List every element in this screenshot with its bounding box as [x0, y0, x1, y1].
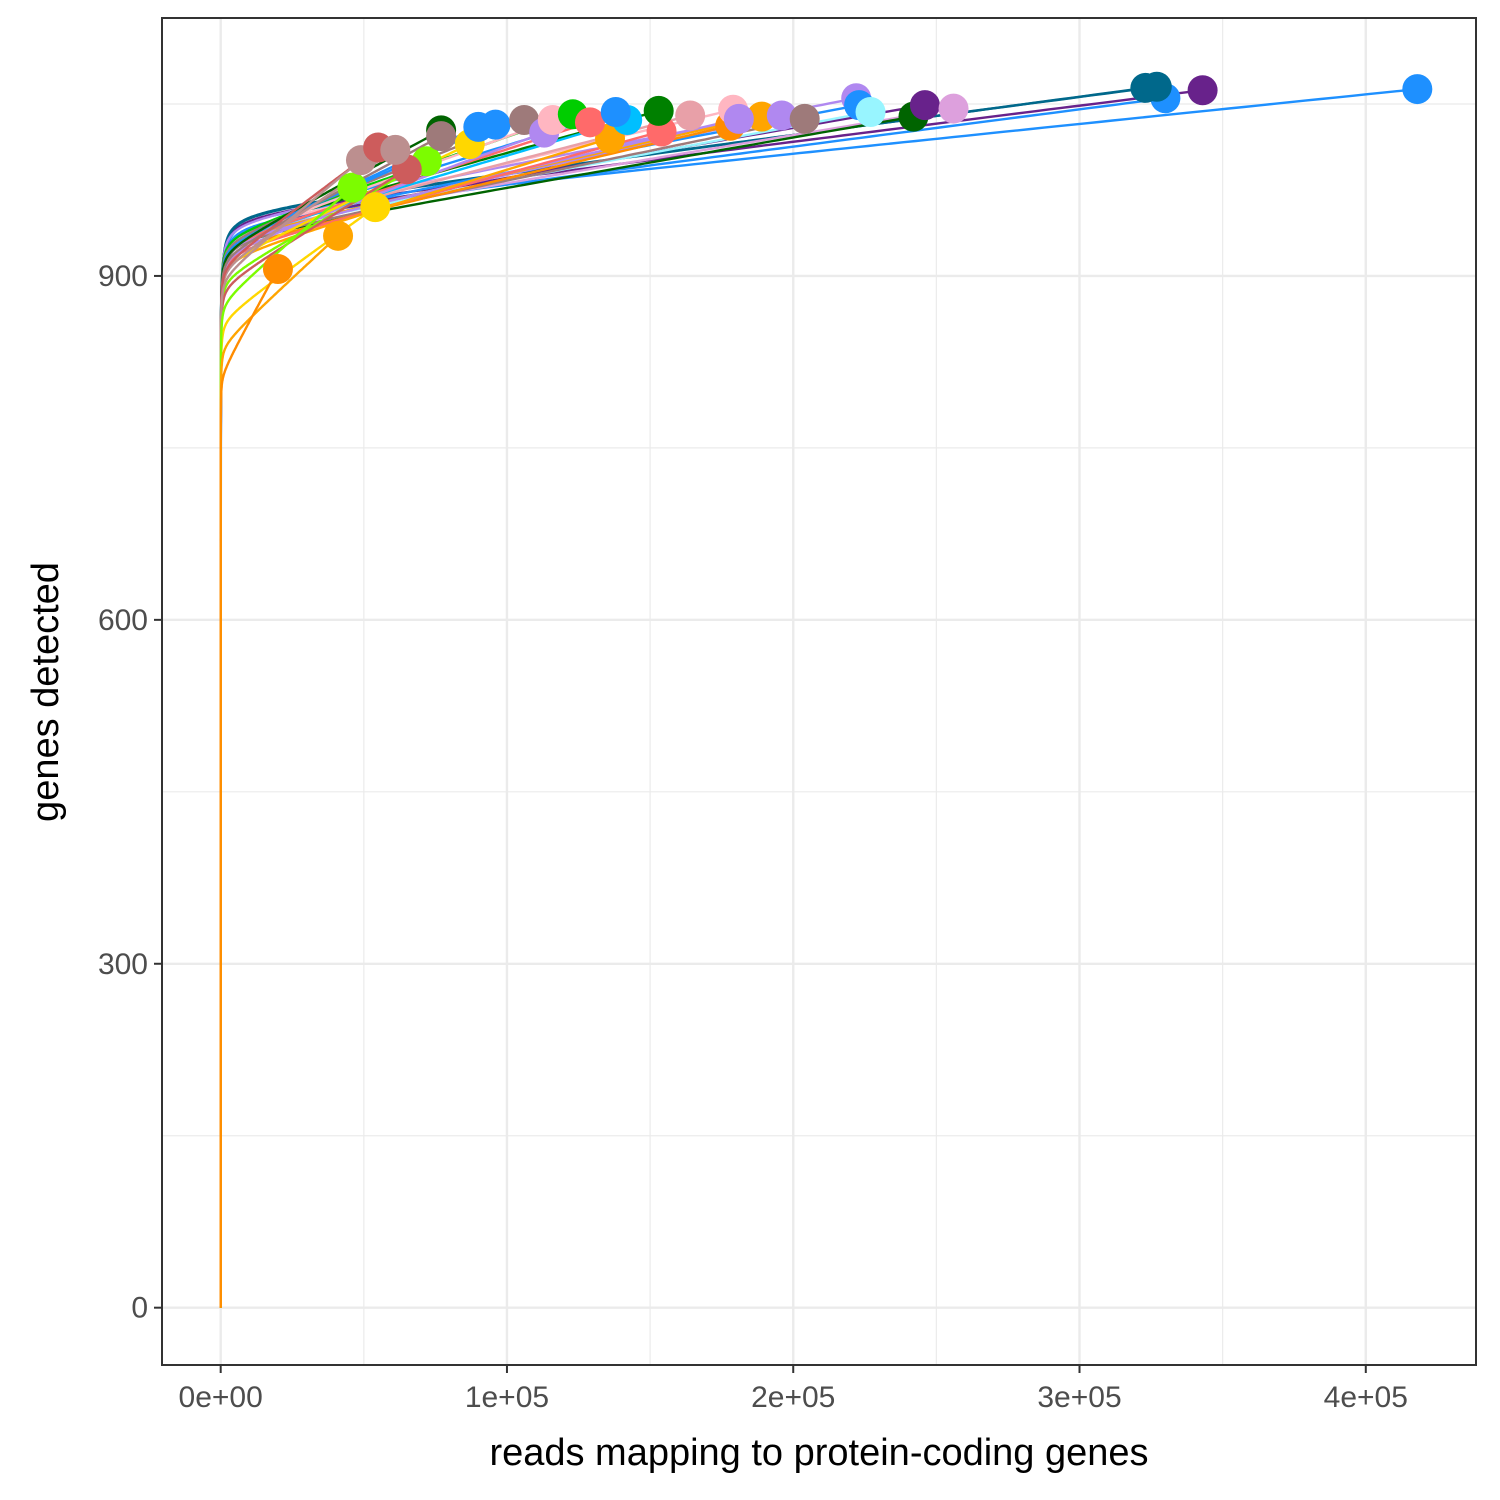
series-endpoint — [789, 103, 820, 134]
series-curve — [219, 234, 339, 1308]
series-endpoint — [574, 107, 605, 138]
series-curve — [219, 168, 408, 1308]
x-axis-ticks: 0e+00 1e+05 2e+05 3e+05 4e+05 — [179, 1365, 1408, 1414]
series-points — [262, 71, 1433, 285]
series-curve — [219, 186, 354, 1308]
series-endpoint — [643, 95, 674, 126]
x-tick-label: 0e+00 — [179, 1381, 263, 1414]
x-tick-label: 2e+05 — [751, 1381, 835, 1414]
panel-background — [162, 18, 1476, 1365]
x-tick-label: 3e+05 — [1037, 1381, 1121, 1414]
y-axis-ticks: 0 300 600 900 — [98, 260, 162, 1325]
y-tick-label: 900 — [98, 260, 148, 293]
series-endpoint — [1402, 74, 1433, 105]
series-endpoint — [262, 254, 293, 285]
series-curve — [219, 206, 376, 1308]
series-endpoint — [1141, 71, 1172, 102]
series-endpoint — [766, 100, 797, 131]
series-endpoint — [600, 97, 631, 128]
series-curve — [219, 146, 379, 1308]
series-curves — [219, 85, 1418, 1308]
series-endpoint — [360, 192, 391, 223]
series-endpoint — [909, 90, 940, 121]
series-endpoint — [675, 100, 706, 131]
series-endpoint — [380, 134, 411, 165]
x-tick-label: 1e+05 — [465, 1381, 549, 1414]
y-tick-label: 0 — [131, 1292, 148, 1325]
series-endpoint — [323, 220, 354, 251]
grid-lines — [162, 18, 1476, 1365]
series-endpoint — [426, 121, 457, 152]
series-endpoint — [337, 172, 368, 203]
series-curve — [219, 89, 1203, 1308]
panel-border — [161, 17, 1477, 1366]
y-tick-label: 300 — [98, 948, 148, 981]
series-endpoint — [480, 109, 511, 140]
y-tick-label: 600 — [98, 604, 148, 637]
series-endpoint — [855, 97, 886, 128]
y-axis-title: genes detected — [25, 562, 67, 822]
x-tick-label: 4e+05 — [1324, 1381, 1408, 1414]
x-axis-title: reads mapping to protein-coding genes — [489, 1432, 1148, 1474]
series-curve — [219, 268, 279, 1308]
series-endpoint — [938, 93, 969, 124]
series-curve — [219, 159, 362, 1308]
series-endpoint — [723, 103, 754, 134]
series-endpoint — [1187, 75, 1218, 106]
